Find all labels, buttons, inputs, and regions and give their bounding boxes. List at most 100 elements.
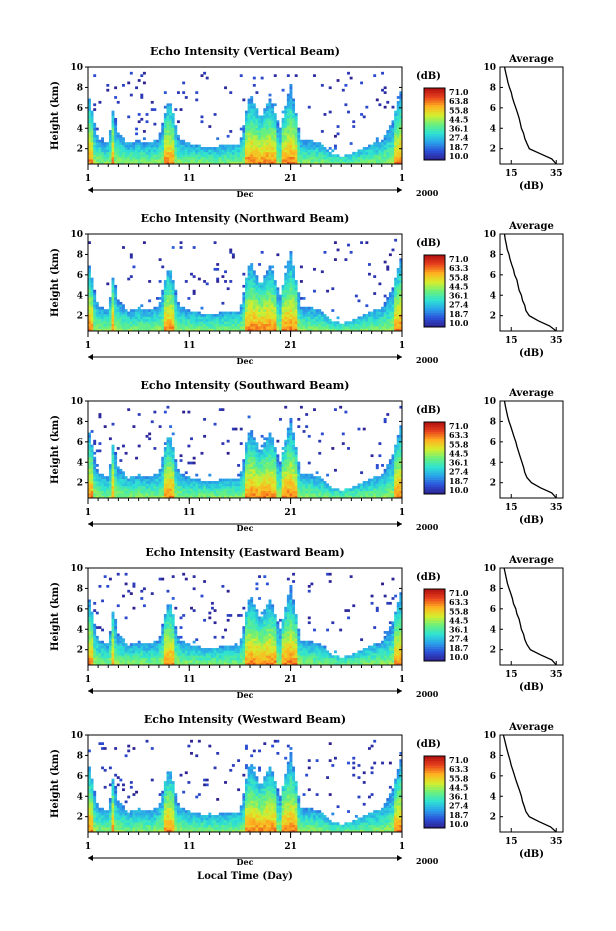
echo-cell (294, 314, 298, 317)
echo-cell (399, 103, 403, 107)
echo-cell (292, 444, 296, 448)
echo-cell (289, 139, 293, 143)
echo-cell (357, 483, 361, 487)
echo-cell (179, 318, 183, 322)
echo-cell (265, 277, 269, 281)
echo-cell (129, 318, 133, 322)
echo-cell (265, 147, 269, 150)
echo-cell (101, 495, 104, 499)
echo-cell (213, 493, 217, 496)
echo-cell (153, 447, 157, 450)
echo-cell (273, 490, 277, 494)
echo-cell (396, 125, 400, 128)
echo-cell (226, 485, 230, 489)
echo-cell (336, 328, 340, 332)
echo-cell (124, 151, 128, 155)
echo-cell (281, 134, 285, 138)
echo-cell (394, 238, 398, 242)
echo-cell (352, 328, 356, 332)
echo-cell (169, 108, 173, 111)
echo-cell (250, 267, 254, 271)
colorbar-segment (424, 324, 445, 328)
echo-cell (163, 120, 167, 124)
echo-cell (88, 449, 91, 453)
echo-cell (284, 321, 288, 325)
echo-cell (302, 481, 306, 484)
echo-cell (299, 493, 303, 496)
echo-cell (268, 282, 272, 286)
echo-cell (396, 297, 400, 300)
echo-cell (114, 139, 118, 143)
echo-cell (169, 277, 173, 281)
echo-cell (284, 299, 288, 303)
echo-cell (252, 117, 256, 121)
echo-cell (239, 127, 243, 131)
echo-cell (150, 481, 154, 484)
echo-cell (208, 481, 212, 484)
echo-cell (373, 74, 377, 77)
echo-cell (271, 105, 275, 109)
echo-cell (108, 316, 112, 320)
echo-cell (158, 139, 162, 143)
echo-cell (234, 326, 238, 329)
echo-cell (299, 495, 303, 499)
echo-cell (153, 142, 157, 145)
echo-cell (93, 442, 97, 445)
echo-cell (135, 478, 139, 482)
echo-cell (169, 299, 173, 303)
echo-cell (190, 488, 193, 492)
echo-cell (221, 318, 225, 322)
echo-cell (226, 159, 230, 162)
echo-cell (271, 309, 275, 312)
echo-cell (114, 493, 118, 496)
echo-cell (352, 161, 356, 165)
echo-cell (396, 311, 400, 315)
echo-cell (158, 321, 162, 325)
echo-cell (383, 306, 387, 310)
echo-cell (354, 323, 358, 327)
echo-cell (114, 456, 118, 460)
echo-cell (205, 151, 209, 155)
echo-cell (124, 493, 128, 496)
echo-cell (153, 144, 157, 148)
echo-cell (137, 318, 141, 322)
echo-cell (90, 280, 94, 283)
echo-cell (140, 316, 144, 320)
echo-cell (299, 328, 303, 332)
echo-cell (297, 147, 301, 150)
echo-cell (205, 321, 209, 325)
echo-cell (166, 130, 170, 133)
echo-cell (315, 159, 319, 162)
echo-cell (184, 488, 188, 492)
echo-cell (124, 144, 128, 148)
echo-cell (383, 91, 387, 94)
echo-cell (171, 323, 175, 327)
echo-cell (292, 289, 296, 293)
echo-cell (289, 284, 293, 288)
echo-cell (234, 481, 238, 484)
echo-cell (271, 301, 275, 305)
echo-cell (161, 495, 165, 499)
echo-cell (142, 323, 146, 327)
echo-cell (158, 490, 162, 494)
x-tick-label: 11 (183, 174, 196, 184)
echo-cell (145, 151, 149, 155)
echo-cell (101, 156, 104, 160)
echo-cell (158, 159, 162, 162)
echo-cell (299, 321, 303, 325)
echo-cell (169, 468, 173, 472)
echo-cell (106, 481, 110, 484)
echo-cell (252, 156, 256, 160)
echo-cell (396, 110, 400, 114)
echo-cell (349, 328, 353, 332)
echo-cell (255, 292, 259, 295)
echo-cell (101, 318, 104, 322)
echo-cell (399, 287, 403, 291)
echo-cell (286, 449, 290, 453)
echo-cell (156, 495, 159, 499)
echo-cell (239, 314, 243, 317)
echo-cell (263, 282, 267, 286)
echo-cell (258, 321, 261, 325)
echo-cell (231, 323, 235, 327)
echo-cell (281, 493, 285, 496)
